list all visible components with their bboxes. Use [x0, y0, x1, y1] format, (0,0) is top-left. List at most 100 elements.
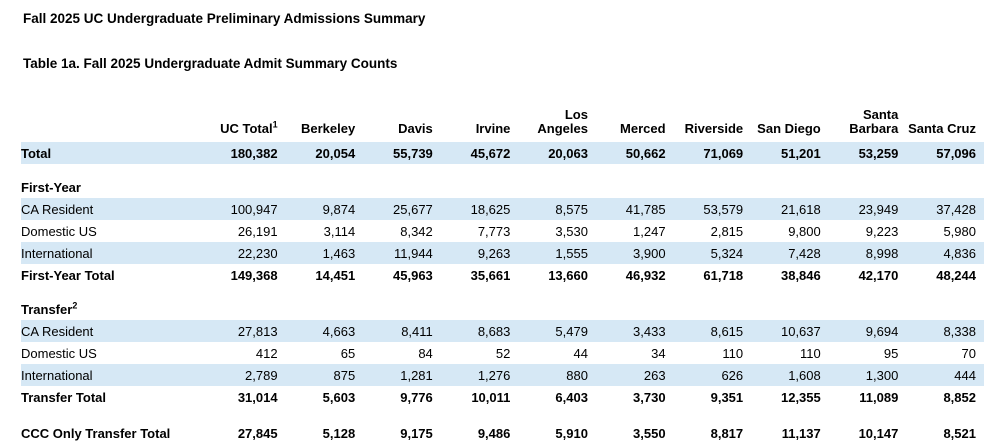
spacer-row	[21, 408, 984, 420]
cell-value: 1,281	[400, 367, 433, 383]
row-label: First-Year Total	[21, 267, 115, 283]
cell-value: 8,817	[710, 425, 744, 441]
cell-value: 9,694	[865, 323, 899, 339]
cell-value: 41,785	[625, 201, 666, 217]
row-label: Transfer Total	[21, 389, 107, 405]
cell-value: 46,932	[625, 267, 666, 283]
cell-value: 20,054	[315, 145, 356, 161]
table-body: Total 180,382 20,054 55,739 45,672 20,063 50,6…	[21, 142, 984, 446]
cell-value: 55,739	[393, 145, 433, 161]
cell-value: 5,603	[322, 389, 356, 405]
cell-value: 45,963	[393, 267, 433, 283]
column-header: Irvine	[475, 121, 511, 137]
cell-value: 9,800	[788, 223, 821, 239]
cell-value: 84	[418, 345, 433, 361]
cell-value: 8,521	[943, 425, 976, 441]
table-header: UC Total1 Berkeley Davis Irvine Los Angeles M…	[21, 96, 984, 142]
cell-value: 110	[722, 345, 744, 361]
footnote-marker: 1	[272, 120, 278, 131]
spacer-cell	[21, 164, 984, 176]
cell-value: 875	[333, 367, 356, 383]
cell-value: 4,663	[322, 323, 356, 339]
row-label: International	[21, 245, 93, 261]
cell-value: 11,089	[859, 389, 899, 405]
cell-value: 9,175	[400, 425, 433, 441]
cell-value: 2,789	[245, 367, 278, 383]
cell-value: 9,486	[477, 425, 511, 441]
cell-value: 65	[340, 345, 356, 361]
cell-value: 9,223	[865, 223, 899, 239]
cell-value: 8,683	[477, 323, 511, 339]
cell-value: 3,550	[633, 425, 666, 441]
cell-value: 8,998	[865, 245, 899, 261]
column-header: Riverside	[684, 121, 744, 137]
cell-value: 9,776	[400, 389, 433, 405]
row-label: CA Resident	[21, 201, 94, 217]
cell-value: 3,900	[633, 245, 666, 261]
cell-value: 7,773	[477, 223, 511, 239]
table-row: Total 180,382 20,054 55,739 45,672 20,063 50,6…	[21, 142, 984, 164]
cell-value: 1,300	[865, 367, 899, 383]
column-header: Santa Cruz	[908, 121, 976, 137]
cell-value: 18,625	[470, 201, 511, 217]
cell-value: 444	[954, 367, 976, 383]
cell-value: 71,069	[703, 145, 744, 161]
column-header: Santa Barbara	[849, 106, 899, 137]
cell-value: 8,615	[710, 323, 744, 339]
table-row: Transfer Total 31,014 5,603 9,776 10,011 6,40…	[21, 386, 984, 408]
cell-value: 21,618	[780, 201, 821, 217]
cell-value: 9,874	[322, 201, 356, 217]
cell-value: 38,846	[780, 267, 821, 283]
cell-value: 70	[961, 345, 976, 361]
document-title: Fall 2025 UC Undergraduate Preliminary A…	[23, 11, 426, 26]
cell-value: 52	[495, 345, 511, 361]
table-caption: Table 1a. Fall 2025 Undergraduate Admit …	[23, 56, 398, 71]
table-row: Domestic US 26,191 3,114 8,342 7,773 3,530 1,2…	[21, 220, 984, 242]
column-header: Merced	[620, 121, 666, 137]
column-header: Davis	[398, 121, 433, 137]
table-row: Domestic US 412 65 84 52 44 34 110 110 95 70	[21, 342, 984, 364]
cell-value: 4,836	[943, 245, 976, 261]
cell-value: 13,660	[548, 267, 588, 283]
cell-value: 5,479	[555, 323, 588, 339]
cell-value: 8,852	[943, 389, 976, 405]
table-row: CA Resident 100,947 9,874 25,677 18,625 8,575…	[21, 198, 984, 220]
cell-value: 53,579	[703, 201, 744, 217]
table-row: First-Year Total 149,368 14,451 45,963 35,66…	[21, 264, 984, 286]
cell-value: 48,244	[936, 267, 976, 283]
cell-value: 8,575	[555, 201, 588, 217]
cell-value: 11,137	[781, 425, 821, 441]
cell-value: 6,403	[555, 389, 588, 405]
cell-value: 57,096	[936, 145, 976, 161]
section-header-row: Transfer2	[21, 298, 984, 320]
table-row: International 2,789 875 1,281 1,276 880 263 626…	[21, 364, 984, 386]
cell-value: 12,355	[780, 389, 821, 405]
cell-value: 11,944	[393, 245, 433, 261]
cell-value: 5,128	[322, 425, 356, 441]
cell-value: 45,672	[470, 145, 511, 161]
cell-value: 1,608	[788, 367, 821, 383]
cell-value: 27,813	[237, 323, 278, 339]
row-label: International	[21, 367, 93, 383]
cell-value: 42,170	[858, 267, 899, 283]
cell-value: 1,276	[477, 367, 511, 383]
cell-value: 8,338	[943, 323, 976, 339]
section-header-row: First-Year	[21, 176, 984, 198]
cell-value: 5,980	[943, 223, 976, 239]
cell-value: 100,947	[230, 201, 278, 217]
row-label: Total	[21, 145, 52, 161]
cell-value: 1,247	[633, 223, 666, 239]
cell-value: 3,530	[555, 223, 588, 239]
cell-value: 2,815	[710, 223, 744, 239]
column-header: UC Total1	[220, 120, 278, 137]
cell-value: 34	[651, 345, 666, 361]
cell-value: 3,730	[633, 389, 666, 405]
cell-value: 31,014	[237, 389, 278, 405]
cell-value: 880	[566, 367, 588, 383]
cell-value: 3,433	[633, 323, 666, 339]
cell-value: 95	[883, 345, 899, 361]
row-label-column-header	[21, 96, 208, 142]
table-row: CCC Only Transfer Total 27,845 5,128 9,175 9…	[21, 420, 984, 446]
cell-value: 110	[800, 345, 821, 361]
spacer-cell	[21, 286, 984, 298]
